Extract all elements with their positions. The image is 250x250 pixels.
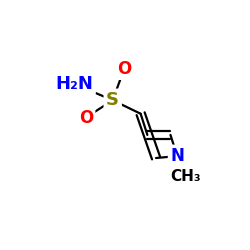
Text: S: S	[106, 91, 119, 109]
Text: O: O	[117, 60, 132, 78]
Text: H₂N: H₂N	[55, 75, 93, 93]
Text: N: N	[170, 147, 184, 165]
Text: CH₃: CH₃	[170, 169, 201, 184]
Text: O: O	[79, 108, 93, 126]
